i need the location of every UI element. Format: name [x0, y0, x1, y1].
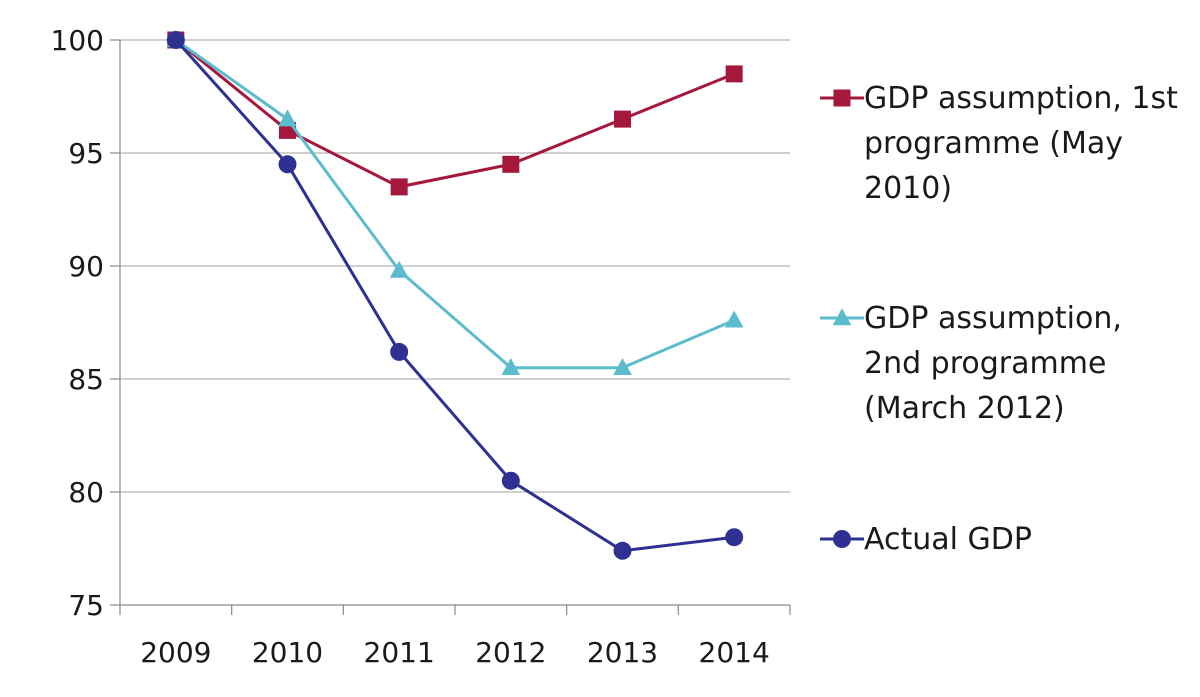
axes	[110, 39, 791, 615]
legend-label: Actual GDP	[864, 522, 1032, 557]
legend: GDP assumption, 1st programme (May 2010)…	[820, 0, 1190, 697]
data-point-circle	[278, 155, 297, 174]
data-point-triangle	[724, 310, 744, 328]
series-1	[167, 31, 743, 196]
legend-item-1st-programme: GDP assumption, 1st programme (May 2010)	[820, 76, 1184, 211]
data-point-square	[725, 65, 743, 83]
legend-item-2nd-programme: GDP assumption, 2nd programme (March 201…	[820, 296, 1184, 431]
data-point-circle	[833, 530, 851, 548]
data-point-square	[614, 110, 631, 128]
data-point-circle	[501, 471, 520, 490]
x-axis-tick-labels: 2009 2010 2011 2012 2013 2014	[140, 636, 770, 669]
data-point-circle	[613, 541, 632, 560]
data-point-circle	[166, 31, 185, 49]
data-point-circle	[725, 528, 744, 547]
series-line	[174, 38, 735, 189]
data-point-triangle	[389, 260, 409, 278]
y-tick-label: 75	[68, 589, 104, 622]
legend-item-actual-gdp: Actual GDP	[820, 517, 1184, 562]
data-point-triangle	[501, 358, 521, 375]
series-line	[174, 38, 735, 370]
legend-triangle-marker-icon	[820, 308, 864, 326]
data-point-circle	[390, 342, 409, 361]
x-tick-label: 2010	[252, 636, 323, 669]
legend-square-marker-icon	[820, 89, 864, 107]
series-lines	[166, 30, 744, 560]
legend-label: GDP assumption, 1st programme (May 2010)	[864, 81, 1178, 206]
data-point-triangle	[613, 358, 632, 375]
y-tick-label: 95	[68, 137, 104, 170]
data-point-square	[502, 155, 520, 173]
data-point-triangle	[832, 308, 852, 326]
series-line	[174, 38, 735, 553]
data-point-square	[390, 178, 408, 196]
y-tick-label: 85	[68, 363, 104, 396]
series-2	[166, 30, 744, 375]
data-point-square	[833, 89, 851, 107]
y-tick-label: 80	[68, 476, 104, 509]
y-tick-label: 90	[68, 250, 104, 283]
x-tick-label: 2013	[587, 636, 658, 669]
x-tick-label: 2012	[475, 636, 546, 669]
legend-label: GDP assumption, 2nd programme (March 201…	[864, 301, 1122, 426]
legend-circle-marker-icon	[820, 530, 864, 548]
x-tick-label: 2014	[699, 636, 770, 669]
series-3	[166, 31, 744, 560]
x-tick-label: 2011	[364, 636, 435, 669]
y-tick-label: 100	[51, 24, 104, 57]
y-axis-tick-labels: 75 80 85 90 95 100	[51, 24, 104, 622]
gridlines	[120, 39, 790, 493]
data-point-triangle	[278, 109, 297, 127]
x-tick-label: 2009	[140, 636, 211, 669]
